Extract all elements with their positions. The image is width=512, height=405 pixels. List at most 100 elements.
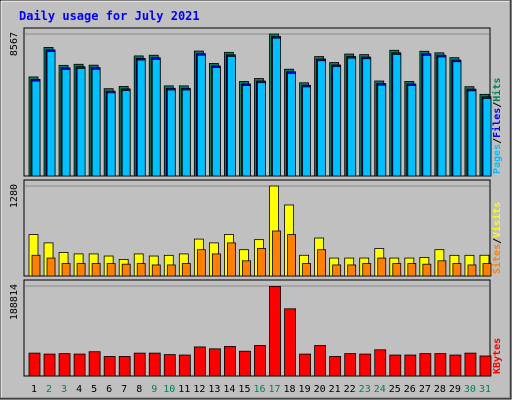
x-tick-label-8: 8	[136, 384, 142, 395]
x-tick-label-5: 5	[91, 384, 97, 395]
bar-pages-day-6	[106, 92, 116, 177]
legend-item-hits: Hits	[491, 78, 503, 102]
chart-panels: 8567Pages/Files/Hits1280Sites/Visits1888…	[9, 27, 503, 377]
chart-title: Daily usage for July 2021	[19, 9, 200, 23]
bar-kbytes-day-21	[329, 356, 342, 377]
bar-kbytes-day-30	[464, 352, 477, 377]
x-tick-label-3: 3	[61, 384, 67, 395]
bar-kbytes-day-11	[178, 354, 191, 377]
bar-pages-day-17	[272, 37, 281, 177]
bar-pages-day-8	[136, 59, 146, 177]
bar-kbytes-day-7	[118, 356, 131, 377]
bar-sites-day-19	[302, 263, 311, 277]
x-tick-label-2: 2	[46, 384, 52, 395]
x-tick-label-24: 24	[374, 384, 386, 395]
bar-pages-day-20	[317, 60, 327, 177]
bar-kbytes-day-24	[374, 349, 387, 377]
bar-sites-day-26	[407, 263, 417, 277]
bar-kbytes-day-26	[404, 354, 417, 377]
x-tick-label-1: 1	[31, 384, 37, 395]
bar-kbytes-day-2	[43, 353, 56, 377]
bar-pages-day-18	[287, 72, 296, 177]
bar-kbytes-day-18	[284, 308, 296, 377]
bar-pages-day-21	[332, 66, 342, 177]
bar-kbytes-day-19	[299, 353, 311, 377]
bar-pages-day-1	[31, 80, 41, 177]
bar-sites-day-10	[166, 264, 176, 277]
x-tick-label-4: 4	[76, 384, 82, 395]
bar-kbytes-day-16	[254, 345, 266, 377]
bar-sites-day-2	[46, 257, 56, 277]
bar-sites-day-7	[121, 263, 131, 277]
bar-kbytes-day-6	[103, 356, 116, 377]
bar-pages-day-30	[467, 90, 477, 177]
x-tick-label-31: 31	[479, 384, 491, 395]
bar-sites-day-1	[31, 254, 41, 277]
legend-separator: /	[492, 102, 503, 108]
panel-middle: 1280 Sites/Visits	[9, 179, 503, 277]
bar-kbytes-day-27	[419, 353, 432, 377]
x-tick-label-21: 21	[329, 384, 341, 395]
x-tick-label-22: 22	[344, 384, 356, 395]
x-tick-label-23: 23	[359, 384, 371, 395]
bar-pages-day-16	[257, 82, 266, 177]
bar-kbytes-day-3	[58, 353, 71, 377]
bar-pages-day-4	[76, 68, 86, 177]
bar-sites-day-20	[317, 249, 327, 277]
bar-kbytes-day-31	[479, 355, 492, 377]
bar-kbytes-day-14	[224, 346, 236, 377]
x-axis-labels: 1 2 3 4 5 6 7 8 9 10 11 12 13 14 15 16 17 18 19 20 21 22 23 24 2…	[31, 384, 491, 395]
bar-pages-day-29	[452, 61, 462, 177]
bar-sites-day-11	[181, 263, 191, 277]
legend-item-visits: Visits	[491, 202, 503, 238]
bar-pages-day-11	[181, 89, 191, 177]
scale-label-top: 8567	[9, 32, 20, 56]
bar-pages-day-31	[482, 98, 492, 177]
bar-sites-day-24	[377, 257, 387, 277]
bar-sites-day-22	[347, 264, 357, 277]
bar-sites-day-28	[437, 260, 447, 277]
bar-pages-day-28	[437, 56, 447, 177]
panel-bottom: 188814 KBytes	[9, 279, 503, 377]
bar-kbytes-day-29	[449, 354, 462, 377]
bar-kbytes-day-8	[133, 352, 146, 377]
bar-sites-day-15	[242, 260, 251, 277]
bar-pages-day-9	[151, 58, 161, 177]
bar-pages-day-15	[242, 85, 251, 177]
bar-sites-day-13	[211, 253, 221, 277]
x-tick-label-6: 6	[106, 384, 112, 395]
x-tick-label-25: 25	[389, 384, 401, 395]
bar-kbytes-day-17	[269, 285, 281, 377]
bar-pages-day-3	[61, 69, 71, 177]
bar-sites-day-18	[287, 234, 296, 277]
bar-sites-day-21	[332, 264, 342, 277]
bar-sites-day-14	[227, 242, 236, 277]
bar-sites-day-29	[452, 263, 462, 277]
legend-separator: /	[492, 238, 503, 244]
bar-sites-day-17	[272, 230, 281, 277]
bar-pages-day-2	[46, 51, 56, 177]
bar-sites-day-23	[362, 263, 372, 277]
bar-sites-day-8	[136, 263, 146, 277]
x-tick-label-17: 17	[268, 384, 280, 395]
bar-kbytes-day-28	[434, 353, 447, 377]
x-tick-label-27: 27	[419, 384, 431, 395]
bar-kbytes-day-22	[344, 353, 357, 377]
bar-sites-day-30	[467, 264, 477, 277]
bar-kbytes-day-23	[359, 353, 372, 377]
x-tick-label-9: 9	[151, 384, 157, 395]
x-tick-label-10: 10	[163, 384, 175, 395]
bar-pages-day-26	[407, 85, 417, 177]
bar-pages-day-13	[211, 67, 221, 177]
x-tick-label-11: 11	[178, 384, 190, 395]
bar-sites-day-5	[91, 263, 101, 277]
bar-pages-day-14	[227, 56, 236, 177]
bar-kbytes-day-5	[88, 351, 101, 377]
legend-item-kbytes: KBytes	[492, 338, 503, 374]
bar-sites-day-9	[151, 264, 161, 277]
x-tick-label-30: 30	[464, 384, 476, 395]
bar-sites-day-12	[196, 249, 206, 277]
legend-item-files: Files	[491, 108, 503, 138]
bar-pages-day-25	[392, 54, 402, 177]
